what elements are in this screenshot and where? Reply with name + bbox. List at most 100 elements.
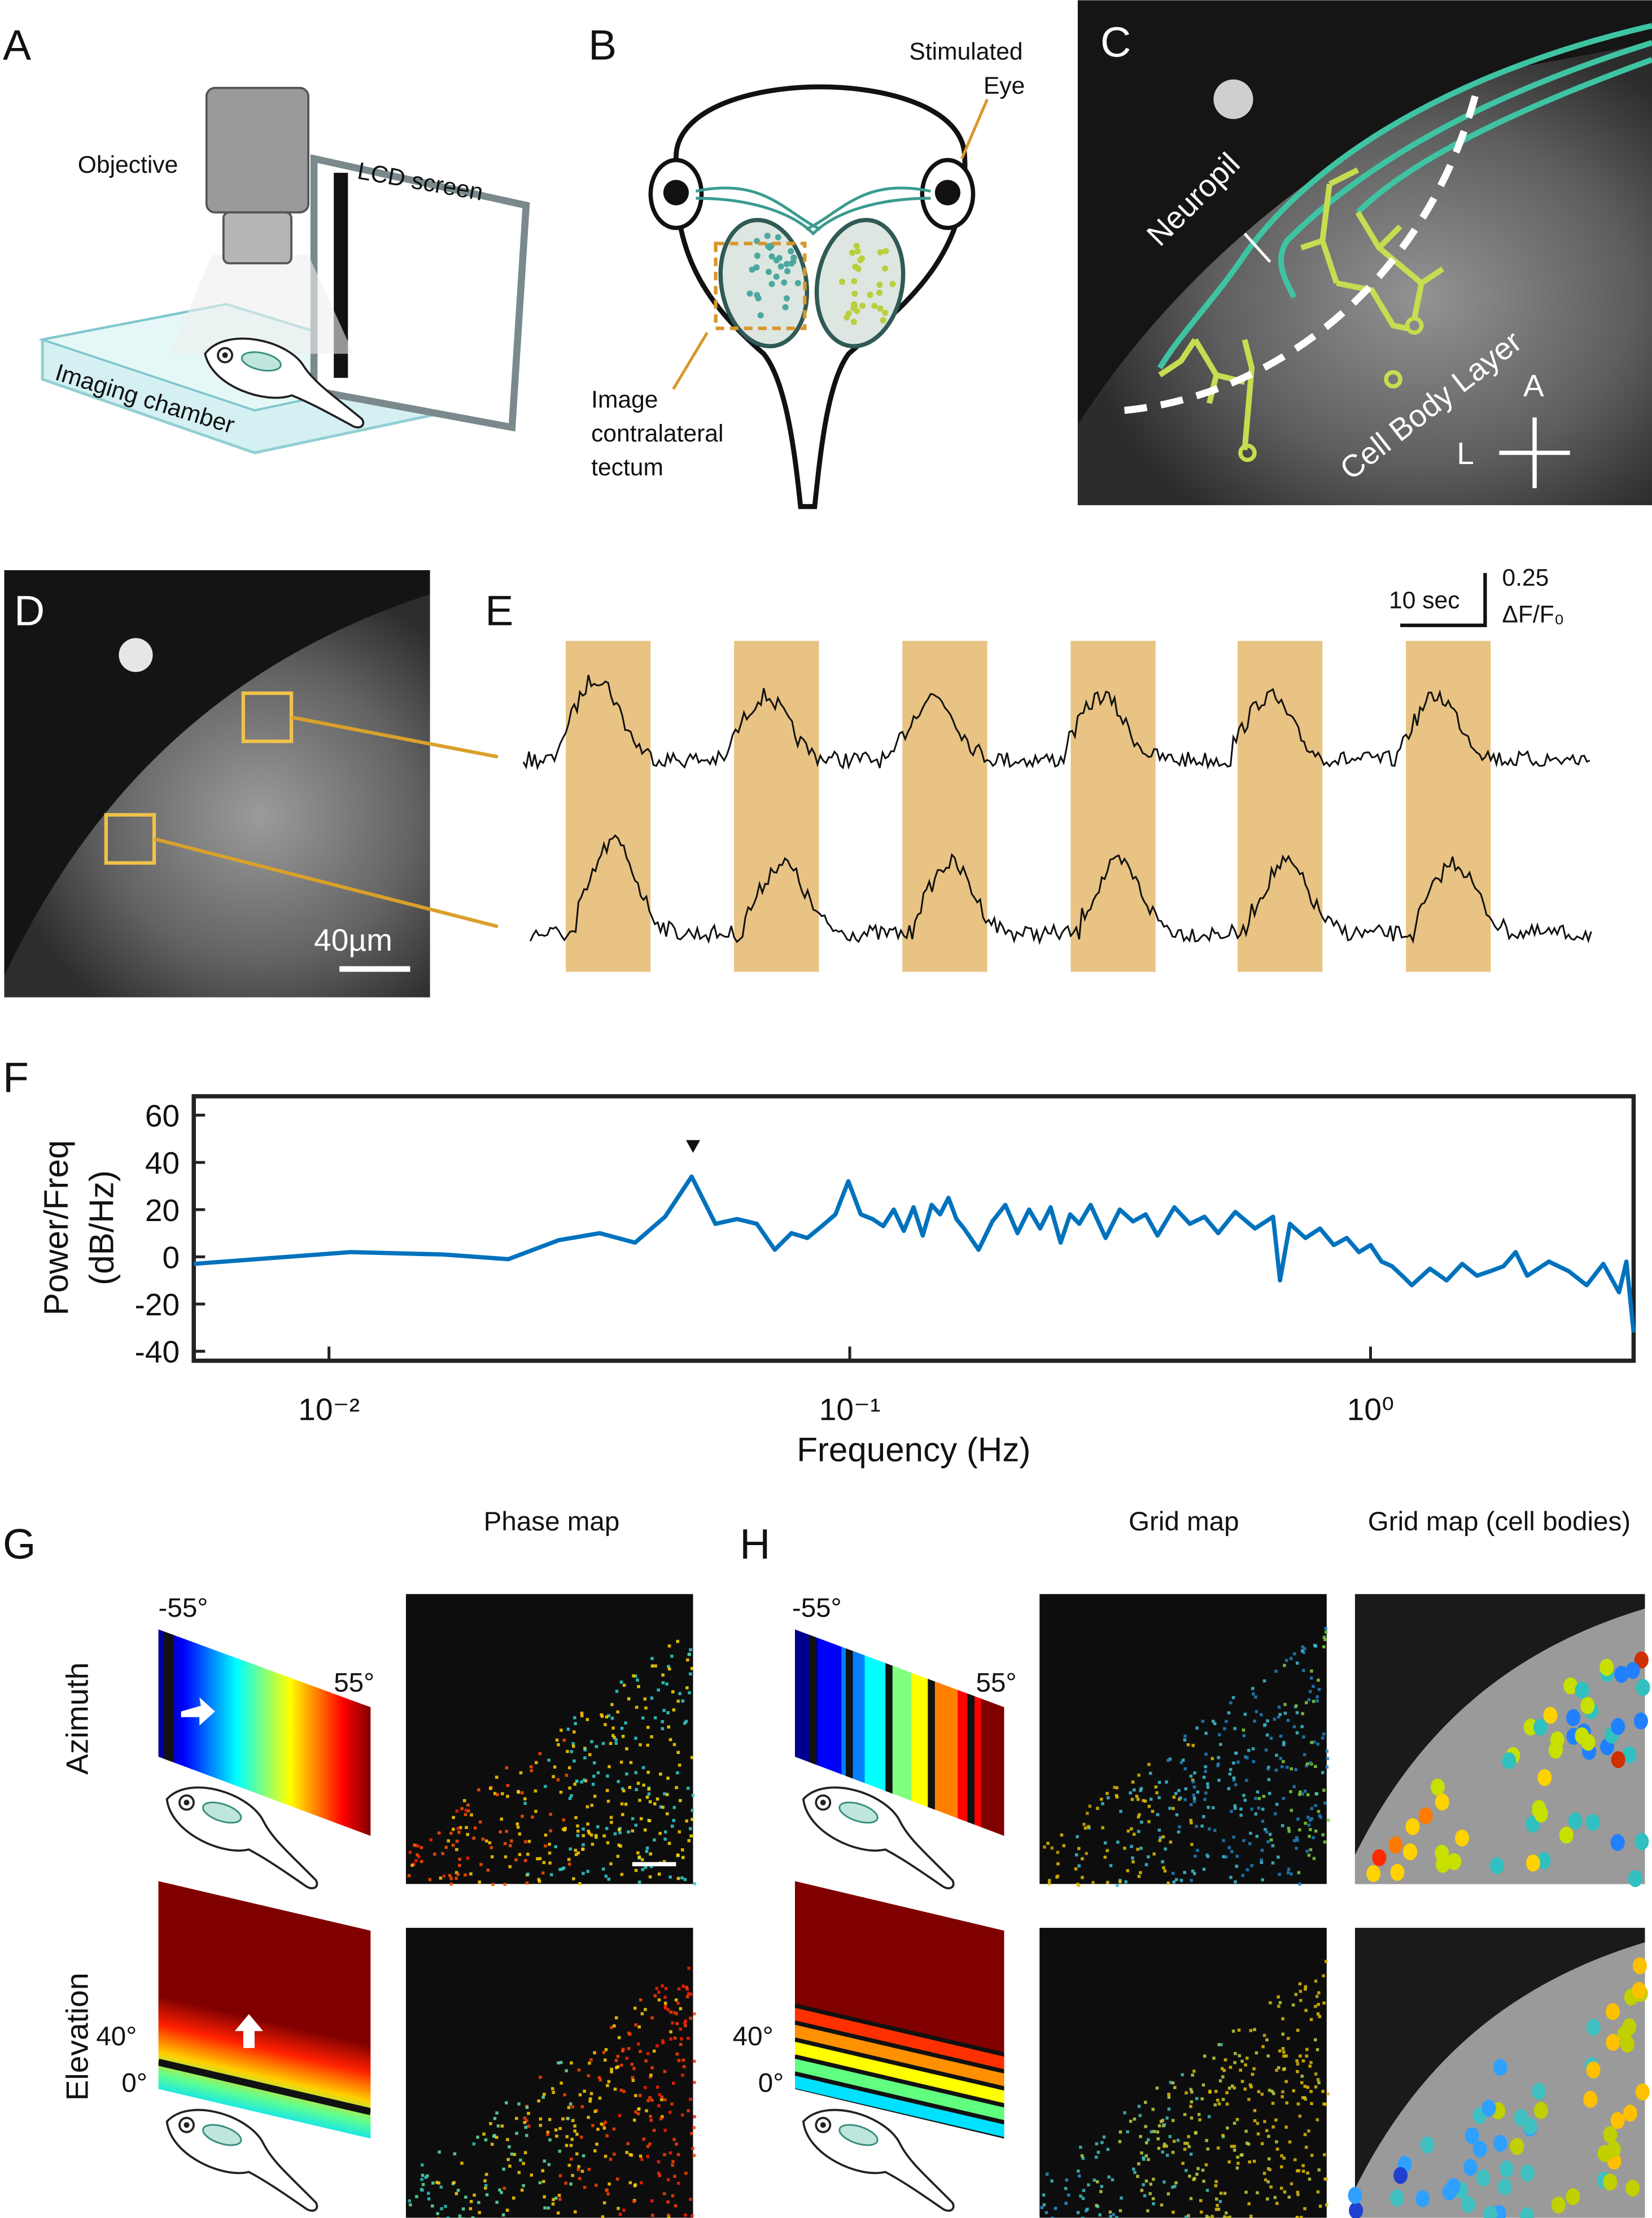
- pixel: [1244, 1755, 1247, 1758]
- pixel: [1183, 1738, 1187, 1742]
- pixel: [1310, 1676, 1313, 1680]
- pixel: [671, 1690, 675, 1694]
- pixel: [596, 1825, 600, 1828]
- pixel: [1228, 1772, 1232, 1776]
- plot-frame: [191, 1094, 1636, 1363]
- pixel: [1234, 1751, 1238, 1755]
- pixel: [1060, 1833, 1064, 1837]
- pixel: [1138, 1813, 1141, 1817]
- pixel: [649, 2115, 652, 2118]
- pixel: [1279, 1734, 1283, 1738]
- pixel: [1183, 2147, 1187, 2151]
- pixel: [1205, 2189, 1209, 2192]
- pixel: [1196, 2167, 1200, 2171]
- pixel: [574, 1848, 578, 1852]
- pixel: [1325, 1765, 1329, 1769]
- grid-band: [981, 1629, 1004, 1836]
- pixel: [1077, 1884, 1081, 1887]
- scale-label: 0.25: [1502, 565, 1549, 592]
- pixel: [1234, 1880, 1237, 1884]
- pixel: [1144, 2101, 1147, 2104]
- label: Eye: [984, 72, 1025, 99]
- pixel: [1304, 1701, 1308, 1705]
- pixel: [1245, 2141, 1249, 2145]
- pixel: [1264, 2178, 1268, 2182]
- cell-roi: [1636, 1679, 1650, 1696]
- pixel: [1210, 2215, 1214, 2218]
- pixel: [1229, 1768, 1233, 1771]
- cell-roi: [1586, 2019, 1601, 2036]
- pixel: [570, 1794, 573, 1797]
- pixel: [1273, 1717, 1277, 1721]
- pixel: [583, 1756, 587, 1760]
- pixel: [654, 1664, 657, 1668]
- pixel: [679, 2042, 683, 2046]
- pixel: [1306, 1793, 1310, 1797]
- pixel: [1232, 1778, 1236, 1782]
- soma: [1384, 370, 1402, 389]
- pixel: [666, 2008, 670, 2011]
- pixel: [488, 1841, 492, 1845]
- pixel: [1295, 2216, 1299, 2218]
- pixel: [1240, 2059, 1244, 2063]
- panel-label: B: [588, 21, 617, 69]
- pixel: [1050, 1846, 1054, 1850]
- pixel: [570, 2157, 573, 2161]
- pixel: [539, 2124, 543, 2127]
- pixel: [670, 1654, 674, 1658]
- pixel: [665, 1682, 668, 1686]
- pixel: [1220, 2067, 1224, 2071]
- pixel: [611, 1734, 615, 1738]
- pixel: [1295, 1661, 1299, 1665]
- cell-roi: [1520, 2164, 1535, 2182]
- pixel: [590, 1804, 594, 1807]
- pixel: [1290, 1767, 1293, 1771]
- pixel: [1106, 1796, 1110, 1800]
- pixel: [645, 1849, 649, 1853]
- pixel: [1281, 2017, 1284, 2020]
- pixel: [456, 1873, 460, 1876]
- cell-roi: [1435, 1793, 1449, 1811]
- pixel: [667, 1644, 671, 1648]
- pixel: [1113, 1786, 1116, 1789]
- pixel: [1147, 1820, 1151, 1823]
- cell-roi: [1418, 1807, 1433, 1825]
- cell-roi: [1533, 2102, 1548, 2119]
- pixel: [538, 2181, 542, 2185]
- pixel: [484, 2186, 487, 2190]
- range-label: -55°: [792, 1593, 842, 1623]
- pixel: [523, 2151, 527, 2154]
- cell-roi: [1610, 1834, 1625, 1851]
- pixel: [548, 2138, 552, 2142]
- pixel: [1204, 1791, 1208, 1795]
- pixel: [1194, 2130, 1198, 2134]
- pixel: [1321, 1771, 1325, 1774]
- cell-roi: [1393, 2167, 1408, 2184]
- pixel: [1144, 2125, 1147, 2128]
- pixel: [635, 1788, 638, 1791]
- pixel: [1301, 1712, 1304, 1716]
- pixel: [636, 1678, 639, 1682]
- pixel: [527, 2124, 531, 2128]
- cell-roi: [1472, 2140, 1487, 2158]
- pixel: [415, 2195, 418, 2198]
- pixel: [500, 2124, 504, 2128]
- pixel: [1263, 1723, 1267, 1727]
- cell-roi: [1476, 2169, 1491, 2187]
- pixel: [650, 1696, 654, 1700]
- pixel: [683, 1721, 687, 1725]
- pixel: [1043, 1845, 1046, 1849]
- pixel: [469, 2207, 473, 2211]
- pixel: [1192, 1793, 1196, 1797]
- pixel: [1316, 2118, 1319, 2121]
- pixel: [676, 1639, 679, 1643]
- pixel: [1165, 1780, 1168, 1784]
- pixel: [1245, 1868, 1249, 1871]
- pixel: [539, 2117, 543, 2121]
- pixel: [1325, 1630, 1328, 1634]
- pixel: [1169, 1840, 1173, 1844]
- pixel: [1210, 1757, 1214, 1760]
- pixel: [663, 2001, 667, 2005]
- pixel: [1283, 1703, 1287, 1707]
- pixel: [539, 2075, 542, 2079]
